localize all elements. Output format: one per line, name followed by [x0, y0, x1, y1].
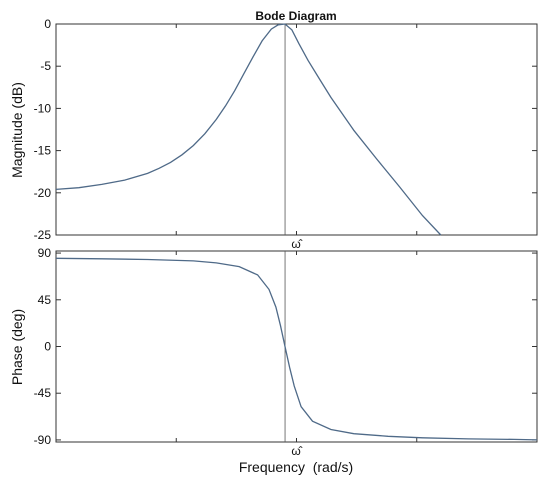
phase-ytick-label: -90	[34, 433, 52, 447]
phase-marker-label: ω̂	[291, 444, 302, 458]
magnitude-marker-label: ω̂	[291, 237, 302, 251]
phase-ylabel: Phase (deg)	[9, 309, 25, 385]
phase-ytick-label: -45	[34, 386, 52, 400]
phase-ytick-label: 90	[38, 246, 52, 260]
magnitude-curve	[55, 23, 442, 236]
magnitude-axes-frame	[55, 23, 538, 236]
phase-panel: 90 45 0 -45 -90 Phase (deg) ω̂	[9, 246, 538, 458]
chart-title: Bode Diagram	[255, 9, 336, 23]
magnitude-ytick-label: -10	[34, 101, 52, 115]
magnitude-ytick-label: 0	[44, 17, 51, 31]
magnitude-ytick-label: -5	[40, 59, 51, 73]
phase-ytick-label: 45	[38, 293, 52, 307]
magnitude-y-ticks: 0 -5 -10 -15 -20 -25	[34, 17, 537, 242]
x-axis-label: Frequency (rad/s)	[239, 459, 353, 475]
magnitude-ytick-label: -15	[34, 144, 52, 158]
magnitude-ytick-label: -20	[34, 186, 52, 200]
phase-curve	[55, 257, 538, 441]
magnitude-panel: 0 -5 -10 -15 -20 -25 Magnitude (dB) ω̂	[9, 17, 538, 251]
phase-ytick-label: 0	[44, 340, 51, 354]
phase-axes-frame	[55, 250, 538, 443]
magnitude-ylabel: Magnitude (dB)	[9, 82, 25, 178]
magnitude-ytick-label: -25	[34, 228, 52, 242]
phase-y-ticks: 90 45 0 -45 -90	[34, 246, 537, 447]
